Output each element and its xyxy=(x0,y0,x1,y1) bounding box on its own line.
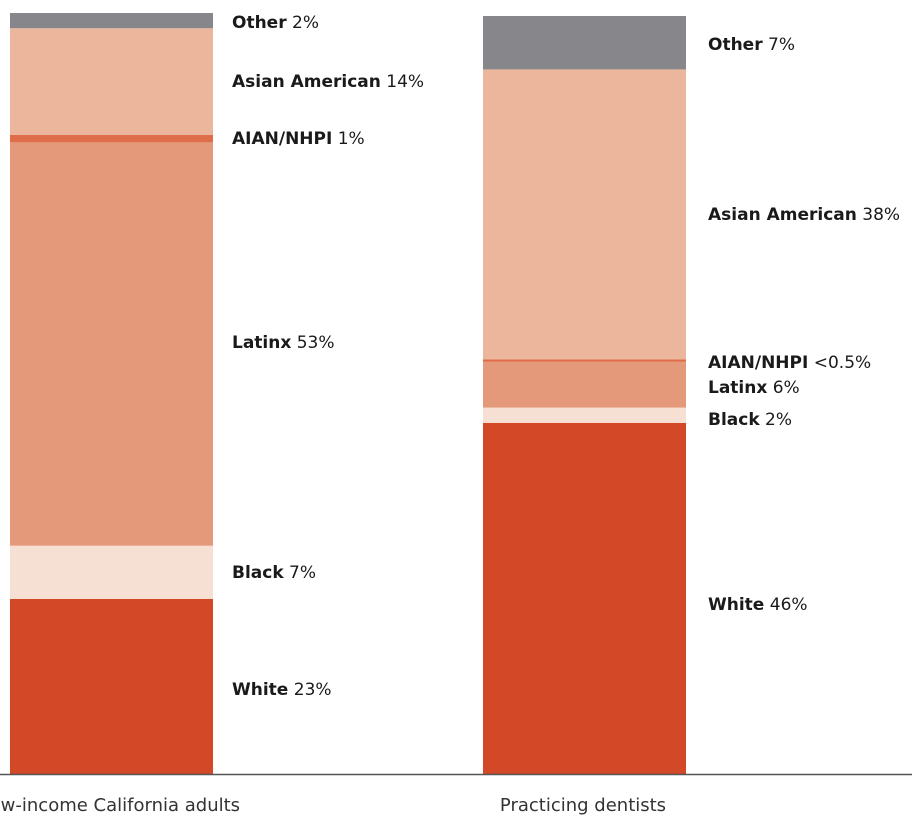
bar-asian-american-adults xyxy=(10,28,213,135)
bar-white-adults xyxy=(10,598,213,774)
label-asian-american-adults: Asian American 14% xyxy=(232,72,424,92)
bar-white-dentists xyxy=(483,422,686,774)
bar-other-dentists xyxy=(483,16,686,70)
label-white-adults: White 23% xyxy=(232,680,332,700)
label-aian-nhpi-adults: AIAN/NHPI 1% xyxy=(232,129,365,149)
label-latinx-dentists: Latinx 6% xyxy=(708,378,800,398)
label-white-dentists: White 46% xyxy=(708,595,808,615)
segment-labels: White 23% Black 7% Latinx 53% AIAN/NHPI 1% A… xyxy=(232,13,900,700)
bar-black-dentists xyxy=(483,407,686,423)
bar-aian-nhpi-dentists xyxy=(483,359,686,362)
label-black-dentists: Black 2% xyxy=(708,410,792,430)
label-asian-american-dentists: Asian American 38% xyxy=(708,205,900,225)
category-label-adults: Low-income California adults xyxy=(0,795,240,816)
bar-asian-american-dentists xyxy=(483,69,686,360)
label-black-adults: Black 7% xyxy=(232,563,316,583)
bar-aian-nhpi-adults xyxy=(10,134,213,143)
label-aian-nhpi-dentists: AIAN/NHPI <0.5% xyxy=(708,353,871,373)
bar-other-adults xyxy=(10,13,213,29)
bar-latinx-dentists xyxy=(483,361,686,408)
category-label-dentists: Practicing dentists xyxy=(500,795,666,816)
label-other-dentists: Other 7% xyxy=(708,35,795,55)
bar-segments xyxy=(10,13,686,774)
bar-black-adults xyxy=(10,545,213,599)
label-latinx-adults: Latinx 53% xyxy=(232,333,335,353)
bar-latinx-adults xyxy=(10,142,213,546)
category-labels: Low-income California adults Practicing d… xyxy=(0,795,666,816)
label-other-adults: Other 2% xyxy=(232,13,319,33)
